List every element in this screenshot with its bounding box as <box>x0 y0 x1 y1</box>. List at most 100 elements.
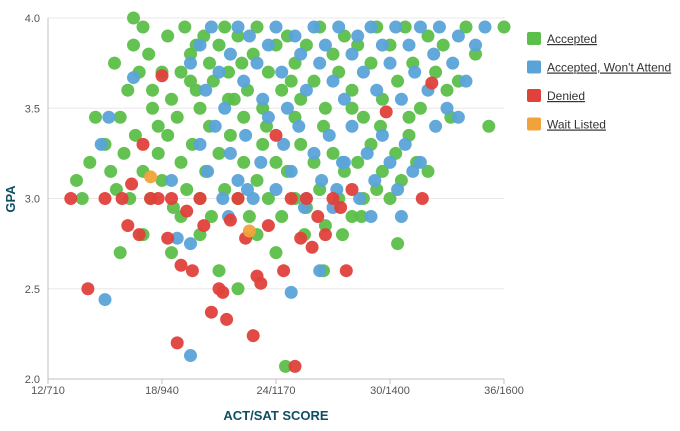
data-point <box>151 119 165 133</box>
data-point <box>355 210 368 224</box>
data-point <box>406 164 420 178</box>
data-point <box>261 110 275 124</box>
data-point <box>231 20 245 34</box>
data-point <box>81 282 95 296</box>
y-tick-label: 4.0 <box>25 13 40 25</box>
data-point <box>394 210 408 224</box>
data-point <box>336 228 349 242</box>
data-point <box>237 74 251 88</box>
data-point <box>459 74 473 88</box>
data-point <box>216 285 230 299</box>
data-point <box>108 56 121 70</box>
data-point <box>307 155 321 169</box>
data-point <box>197 219 211 233</box>
data-point <box>429 119 443 133</box>
data-point <box>288 29 302 43</box>
data-point <box>218 101 232 115</box>
data-point <box>102 110 116 124</box>
legend-item[interactable]: Accepted <box>527 32 597 46</box>
data-point <box>146 101 159 115</box>
data-point <box>336 155 349 169</box>
y-tick-label: 3.5 <box>25 103 40 115</box>
data-point <box>413 20 427 34</box>
data-point <box>356 110 370 124</box>
data-point <box>421 164 435 178</box>
data-point <box>425 76 439 90</box>
data-point <box>337 92 351 106</box>
data-point <box>284 192 298 205</box>
data-point <box>408 65 422 79</box>
data-point <box>345 210 359 224</box>
data-point <box>383 56 397 70</box>
data-point <box>212 146 226 160</box>
legend-label: Accepted <box>547 32 597 46</box>
data-point <box>184 56 197 70</box>
data-point <box>269 20 283 34</box>
tick-labels: 2.0 2.5 3.0 3.5 4.0 12/710 18/940 24/1170 30/140… <box>25 13 524 397</box>
data-point <box>375 38 389 52</box>
data-point <box>275 83 289 97</box>
data-point <box>370 83 384 97</box>
legend-item[interactable]: Denied <box>527 89 585 103</box>
data-point <box>231 29 245 43</box>
data-point <box>398 137 412 151</box>
data-point <box>89 110 102 124</box>
legend-swatch <box>527 117 541 131</box>
data-point <box>269 155 283 169</box>
data-point <box>375 128 389 142</box>
data-point <box>326 146 340 160</box>
data-point <box>218 20 232 34</box>
data-point <box>305 240 319 254</box>
data-point <box>239 128 253 142</box>
y-tick-label: 2.5 <box>25 284 40 296</box>
data-point <box>364 56 378 70</box>
data-point <box>231 173 245 187</box>
data-point <box>256 137 270 151</box>
data-point <box>242 210 256 224</box>
legend-swatch <box>527 32 541 45</box>
data-point <box>201 164 215 178</box>
data-point <box>318 228 332 242</box>
legend-label: Accepted, Won't Attend <box>547 61 671 75</box>
data-point <box>212 65 226 79</box>
data-point <box>402 38 416 52</box>
x-tick-label: 24/1170 <box>257 385 296 397</box>
data-point <box>165 192 178 205</box>
data-point <box>345 119 359 133</box>
data-point <box>294 47 308 61</box>
data-point <box>391 74 405 88</box>
data-point <box>117 146 131 160</box>
legend-item[interactable]: Wait Listed <box>527 117 606 132</box>
data-point <box>318 219 332 233</box>
data-point <box>497 20 511 34</box>
data-point <box>223 213 237 227</box>
data-point <box>254 155 268 169</box>
data-point <box>127 11 140 25</box>
data-point <box>151 192 165 205</box>
data-point <box>231 192 245 205</box>
data-point <box>203 56 216 70</box>
data-point <box>204 210 218 224</box>
data-point <box>364 210 378 224</box>
data-point <box>436 38 450 52</box>
data-points <box>64 11 511 373</box>
data-point <box>113 246 127 260</box>
x-tick-label: 36/1600 <box>484 385 524 397</box>
series-3 <box>144 170 256 238</box>
data-point <box>284 164 298 178</box>
data-point <box>275 65 289 79</box>
legend[interactable]: Accepted Accepted, Won't Attend Denied Wait… <box>527 32 671 132</box>
data-point <box>254 276 268 290</box>
data-point <box>402 110 416 124</box>
data-point <box>356 65 370 79</box>
legend-item[interactable]: Accepted, Won't Attend <box>527 60 671 75</box>
data-point <box>223 47 237 61</box>
data-point <box>185 264 199 278</box>
legend-swatch <box>527 60 541 74</box>
data-point <box>241 182 254 196</box>
data-point <box>313 264 327 278</box>
data-point <box>256 92 270 106</box>
data-point <box>174 155 188 169</box>
data-point <box>413 101 427 115</box>
data-point <box>208 119 222 133</box>
